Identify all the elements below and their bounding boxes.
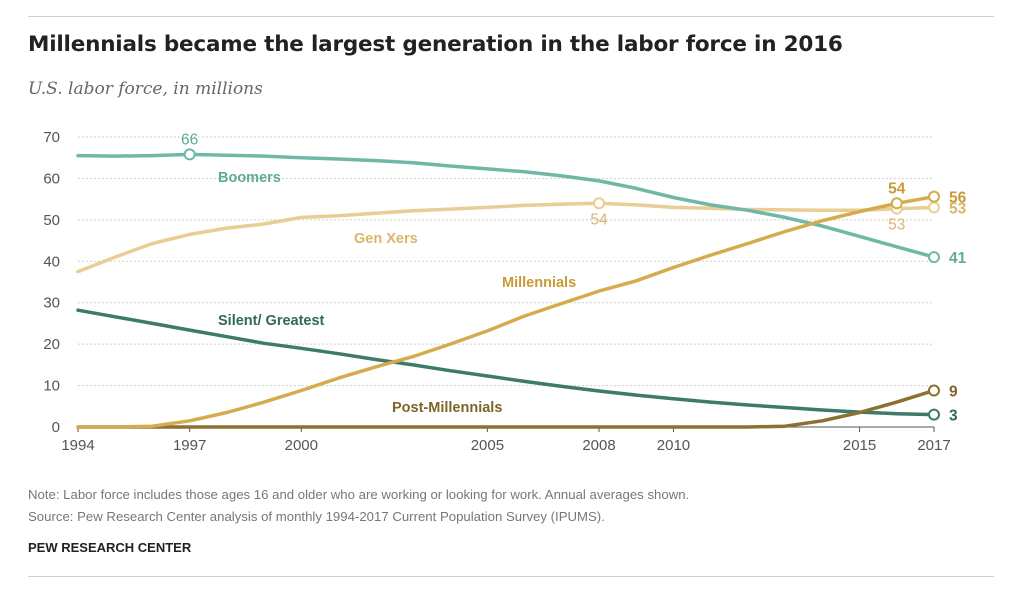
chart-source: Source: Pew Research Center analysis of …	[28, 509, 605, 524]
series-line-post-millennials	[76, 388, 936, 429]
data-label: 3	[949, 408, 958, 425]
data-point-marker	[593, 197, 606, 210]
y-tick-label: 70	[43, 129, 60, 146]
series-line-silent-greatest	[76, 308, 936, 417]
top-rule	[28, 16, 994, 17]
data-point-marker	[890, 197, 903, 210]
y-tick-label: 30	[43, 295, 60, 312]
series-label: Gen Xers	[354, 231, 418, 247]
series-line-millennials	[76, 194, 936, 429]
series-label: Post-Millennials	[392, 400, 502, 416]
series-label: Millennials	[502, 275, 576, 291]
series-line-gen-xers	[76, 201, 936, 274]
series-label: Boomers	[218, 170, 281, 186]
x-tick-label: 1997	[173, 437, 206, 454]
brand-label: PEW RESEARCH CENTER	[28, 540, 192, 555]
line-chart: 0 10 20 30 40 50 60 70 1994 1997 2000 2005 2008 2010 2…	[43, 129, 967, 454]
data-point-marker	[183, 148, 196, 161]
chart-title: Millennials became the largest generatio…	[28, 32, 843, 57]
y-tick-label: 10	[43, 378, 60, 395]
y-tick-label: 60	[43, 170, 60, 187]
data-point-marker	[928, 384, 940, 397]
data-label: 54	[590, 211, 608, 228]
x-tick-label: 2010	[657, 437, 690, 454]
data-label: 9	[949, 384, 958, 401]
x-tick-label: 2015	[843, 437, 876, 454]
chart-note: Note: Labor force includes those ages 16…	[28, 487, 690, 502]
data-point-marker	[928, 251, 940, 264]
chart-subtitle: U.S. labor force, in millions	[28, 79, 263, 99]
y-tick-label: 40	[43, 253, 60, 270]
x-tick-label: 2000	[285, 437, 318, 454]
x-tick-label: 1994	[61, 437, 94, 454]
data-label: 53	[949, 200, 967, 217]
y-tick-label: 0	[52, 419, 60, 436]
data-label: 66	[181, 131, 198, 148]
data-label: 41	[949, 250, 967, 267]
data-point-marker	[928, 408, 940, 421]
x-tick-label: 2005	[471, 437, 504, 454]
data-point-marker	[928, 190, 940, 203]
data-point-marker	[928, 201, 940, 214]
series-line-boomers	[76, 152, 936, 259]
data-label: 53	[888, 217, 905, 234]
y-tick-label: 50	[43, 212, 60, 229]
data-label: 56	[949, 190, 967, 207]
x-tick-label: 2017	[917, 437, 950, 454]
y-tick-label: 20	[43, 336, 60, 353]
series-label: Silent/ Greatest	[218, 313, 325, 329]
bottom-rule	[28, 576, 994, 577]
data-label: 54	[888, 180, 906, 197]
x-tick-label: 2008	[582, 437, 615, 454]
